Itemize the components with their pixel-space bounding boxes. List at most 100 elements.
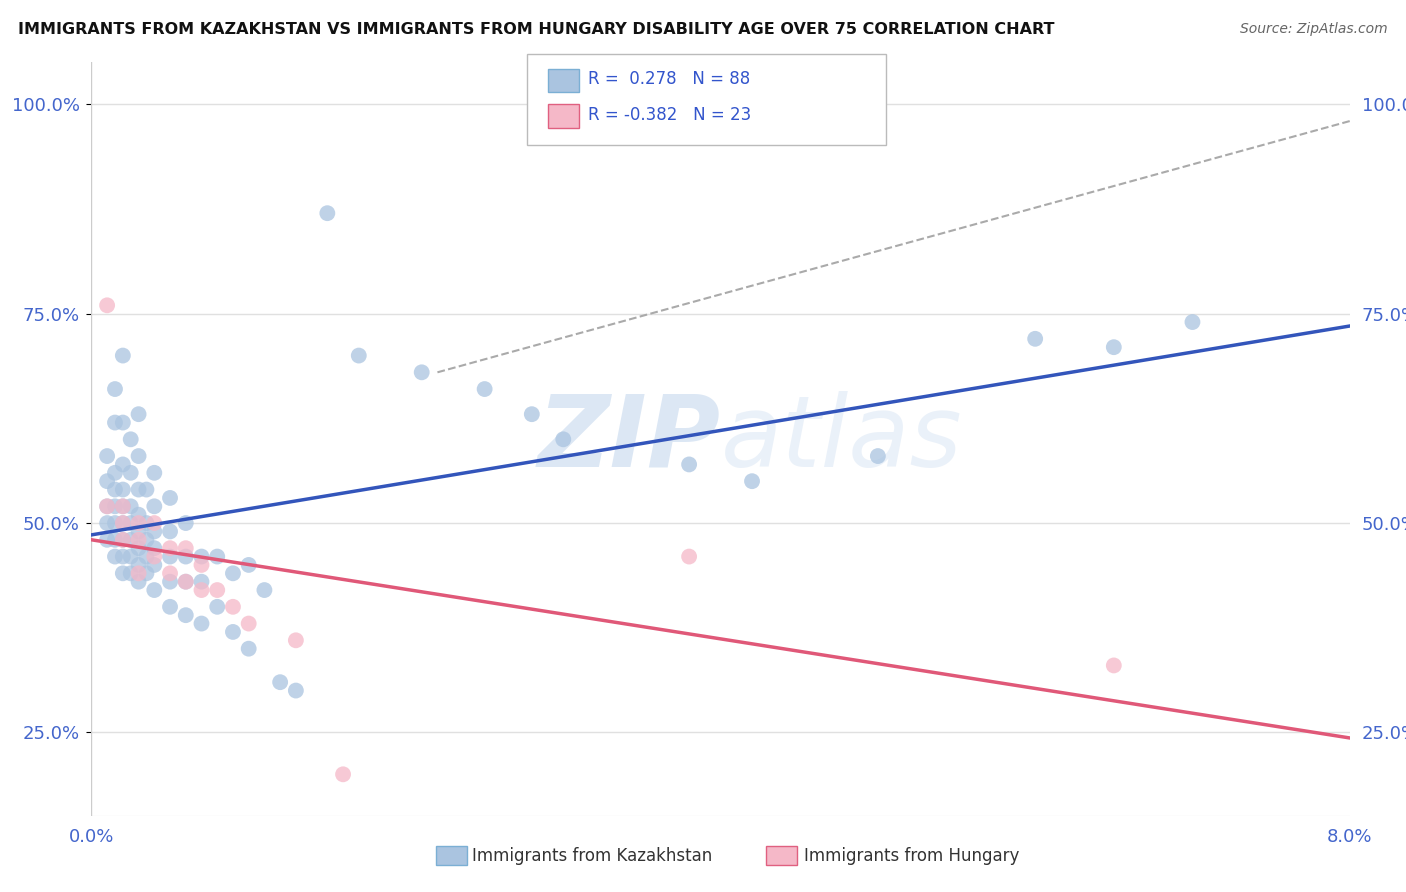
Point [128, 449, 150, 463]
Point [741, 474, 763, 488]
Text: R =  0.278   N = 88: R = 0.278 N = 88 [588, 70, 749, 88]
Point [111, 500, 134, 514]
Point [96, 516, 118, 530]
Point [284, 633, 307, 648]
Point [1024, 332, 1046, 346]
Point [222, 599, 245, 614]
Point [678, 458, 700, 472]
Point [159, 566, 181, 581]
Point [104, 533, 127, 547]
Point [120, 500, 142, 514]
Point [111, 483, 134, 497]
Point [222, 566, 245, 581]
Point [332, 767, 354, 781]
Point [111, 349, 134, 363]
Point [104, 416, 127, 430]
Point [678, 549, 700, 564]
Point [135, 533, 157, 547]
Point [1181, 315, 1204, 329]
Point [190, 583, 212, 598]
Point [96, 474, 118, 488]
Text: IMMIGRANTS FROM KAZAKHSTAN VS IMMIGRANTS FROM HUNGARY DISABILITY AGE OVER 75 COR: IMMIGRANTS FROM KAZAKHSTAN VS IMMIGRANTS… [18, 22, 1054, 37]
Point [128, 566, 150, 581]
Point [96, 449, 118, 463]
Point [866, 449, 889, 463]
Point [128, 541, 150, 556]
Point [190, 574, 212, 589]
Point [128, 524, 150, 539]
Point [120, 549, 142, 564]
Point [120, 566, 142, 581]
Point [104, 500, 127, 514]
Point [111, 416, 134, 430]
Point [159, 541, 181, 556]
Point [205, 599, 228, 614]
Text: Immigrants from Kazakhstan: Immigrants from Kazakhstan [472, 847, 713, 865]
Point [111, 549, 134, 564]
Point [143, 541, 166, 556]
Point [347, 349, 370, 363]
Point [284, 683, 307, 698]
Point [174, 516, 197, 530]
Point [143, 466, 166, 480]
Point [104, 382, 127, 396]
Point [128, 407, 150, 421]
Point [316, 206, 339, 220]
Point [135, 566, 157, 581]
Point [190, 549, 212, 564]
Point [104, 549, 127, 564]
Point [104, 516, 127, 530]
Point [111, 500, 134, 514]
Point [111, 533, 134, 547]
Point [120, 466, 142, 480]
Text: atlas: atlas [720, 391, 962, 488]
Point [128, 558, 150, 572]
Point [128, 516, 150, 530]
Point [159, 599, 181, 614]
Point [190, 616, 212, 631]
Point [128, 533, 150, 547]
Point [111, 533, 134, 547]
Point [120, 516, 142, 530]
Point [159, 549, 181, 564]
Point [253, 583, 276, 598]
Text: Source: ZipAtlas.com: Source: ZipAtlas.com [1240, 22, 1388, 37]
Point [135, 516, 157, 530]
Point [174, 541, 197, 556]
Point [143, 500, 166, 514]
Point [238, 616, 260, 631]
Point [411, 365, 433, 379]
Point [96, 298, 118, 312]
Text: Immigrants from Hungary: Immigrants from Hungary [804, 847, 1019, 865]
Point [222, 624, 245, 639]
Point [96, 500, 118, 514]
Point [128, 508, 150, 522]
Point [238, 641, 260, 656]
Point [520, 407, 543, 421]
Point [135, 483, 157, 497]
Point [111, 458, 134, 472]
Point [96, 500, 118, 514]
Point [553, 433, 575, 447]
Point [159, 491, 181, 505]
Point [159, 574, 181, 589]
Point [96, 533, 118, 547]
Point [174, 608, 197, 623]
Point [143, 583, 166, 598]
Point [104, 466, 127, 480]
Point [269, 675, 291, 690]
Point [1102, 658, 1125, 673]
Point [128, 483, 150, 497]
Point [120, 533, 142, 547]
Point [111, 516, 134, 530]
Point [111, 516, 134, 530]
Point [174, 574, 197, 589]
Point [1102, 340, 1125, 354]
Point [143, 549, 166, 564]
Point [205, 549, 228, 564]
Point [128, 574, 150, 589]
Point [104, 483, 127, 497]
Point [143, 558, 166, 572]
Point [474, 382, 496, 396]
Point [238, 558, 260, 572]
